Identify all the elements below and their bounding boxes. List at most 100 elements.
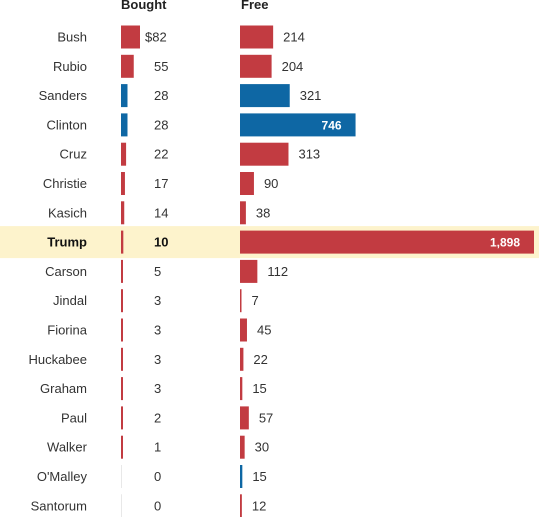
candidate-name: Bush <box>57 30 87 45</box>
bar-bought-cruz <box>121 142 127 166</box>
bar-free-paul <box>240 406 249 430</box>
bar-free-santorum <box>240 494 242 517</box>
label-bought-graham: 3 <box>154 381 161 396</box>
row-christie: Christie 17 90 <box>43 172 278 195</box>
bar-free-sanders <box>240 84 290 108</box>
row-santorum: Santorum 0 12 <box>31 494 266 517</box>
bar-bought-o-malley <box>121 465 122 488</box>
bar-free-christie <box>240 172 254 195</box>
candidate-name: Sanders <box>39 88 88 103</box>
label-bought-carson: 5 <box>154 264 161 279</box>
bar-free-bush <box>240 25 274 49</box>
label-free-graham: 15 <box>252 381 266 396</box>
candidate-name: Huckabee <box>28 352 87 367</box>
bar-bought-graham <box>121 377 123 401</box>
label-bought-huckabee: 3 <box>154 352 161 367</box>
bar-free-kasich <box>240 201 246 225</box>
bar-free-clinton <box>240 113 356 137</box>
label-bought-walker: 1 <box>154 440 161 455</box>
bar-free-graham <box>240 377 243 401</box>
candidate-name: Santorum <box>31 498 87 513</box>
row-clinton: Clinton 28 746 <box>47 113 356 137</box>
label-free-santorum: 12 <box>252 498 266 513</box>
label-bought-o-malley: 0 <box>154 469 161 484</box>
bar-free-carson <box>240 259 258 283</box>
bar-free-o-malley <box>240 465 243 488</box>
column-header-free: Free <box>241 0 268 12</box>
bar-bought-walker <box>121 435 123 459</box>
bar-bought-trump <box>121 230 124 254</box>
label-bought-bush: $82 <box>145 30 167 45</box>
label-bought-kasich: 14 <box>154 205 168 220</box>
label-bought-santorum: 0 <box>154 498 161 513</box>
label-free-cruz: 313 <box>298 147 320 162</box>
label-free-walker: 30 <box>255 440 269 455</box>
label-bought-paul: 2 <box>154 410 161 425</box>
row-walker: Walker 1 30 <box>47 435 269 459</box>
bar-bought-kasich <box>121 201 125 225</box>
label-bought-christie: 17 <box>154 176 168 191</box>
row-fiorina: Fiorina 3 45 <box>47 318 271 342</box>
label-bought-jindal: 3 <box>154 293 161 308</box>
label-free-carson: 112 <box>267 264 288 279</box>
bar-bought-paul <box>121 406 123 430</box>
row-trump: Trump 10 1,898 <box>47 230 534 254</box>
bar-free-walker <box>240 435 245 459</box>
candidate-name: Walker <box>47 440 88 455</box>
label-bought-sanders: 28 <box>154 88 168 103</box>
label-free-trump: 1,898 <box>490 236 520 250</box>
row-paul: Paul 2 57 <box>61 406 273 430</box>
candidate-name: Kasich <box>48 205 87 220</box>
label-free-christie: 90 <box>264 176 278 191</box>
label-free-kasich: 38 <box>256 205 270 220</box>
label-free-clinton: 746 <box>322 118 342 132</box>
bar-free-jindal <box>240 289 242 313</box>
candidate-name: Jindal <box>53 293 87 308</box>
label-free-sanders: 321 <box>300 88 322 103</box>
label-bought-fiorina: 3 <box>154 323 161 338</box>
candidate-name: Graham <box>40 381 87 396</box>
row-sanders: Sanders 28 321 <box>39 84 322 108</box>
bar-bought-rubio <box>121 54 134 78</box>
label-free-bush: 214 <box>283 30 305 45</box>
bar-bought-santorum <box>121 494 122 517</box>
row-o-malley: O'Malley 0 15 <box>37 465 267 488</box>
bar-bought-christie <box>121 172 125 195</box>
bar-free-cruz <box>240 142 289 166</box>
bar-bought-fiorina <box>121 318 123 342</box>
bar-bought-sanders <box>121 84 128 108</box>
label-free-o-malley: 15 <box>252 469 266 484</box>
label-bought-trump: 10 <box>154 235 168 250</box>
label-free-rubio: 204 <box>282 59 304 74</box>
label-bought-cruz: 22 <box>154 147 168 162</box>
candidate-name: Rubio <box>53 59 87 74</box>
row-graham: Graham 3 15 <box>40 377 267 401</box>
bar-bought-clinton <box>121 113 128 137</box>
candidate-name: Fiorina <box>47 323 88 338</box>
candidate-name: Trump <box>47 235 87 250</box>
candidate-name: Paul <box>61 410 87 425</box>
row-kasich: Kasich 14 38 <box>48 201 270 225</box>
row-bush: Bush $82 214 <box>57 25 305 49</box>
candidate-name: Clinton <box>47 117 87 132</box>
candidate-name: Christie <box>43 176 87 191</box>
row-carson: Carson 5 112 <box>45 259 288 283</box>
row-cruz: Cruz 22 313 <box>60 142 320 166</box>
bar-bought-huckabee <box>121 347 123 371</box>
label-bought-clinton: 28 <box>154 117 168 132</box>
bar-bought-jindal <box>121 289 123 313</box>
label-free-paul: 57 <box>259 410 273 425</box>
label-free-huckabee: 22 <box>253 352 267 367</box>
bar-free-rubio <box>240 54 272 78</box>
bar-free-huckabee <box>240 347 244 371</box>
bar-bought-carson <box>121 259 123 283</box>
candidate-name: O'Malley <box>37 469 88 484</box>
label-free-fiorina: 45 <box>257 323 271 338</box>
label-free-jindal: 7 <box>252 293 259 308</box>
label-bought-rubio: 55 <box>154 59 168 74</box>
column-header-bought: Bought <box>121 0 167 12</box>
bar-free-fiorina <box>240 318 247 342</box>
row-huckabee: Huckabee 3 22 <box>28 347 268 371</box>
row-rubio: Rubio 55 204 <box>53 54 304 78</box>
